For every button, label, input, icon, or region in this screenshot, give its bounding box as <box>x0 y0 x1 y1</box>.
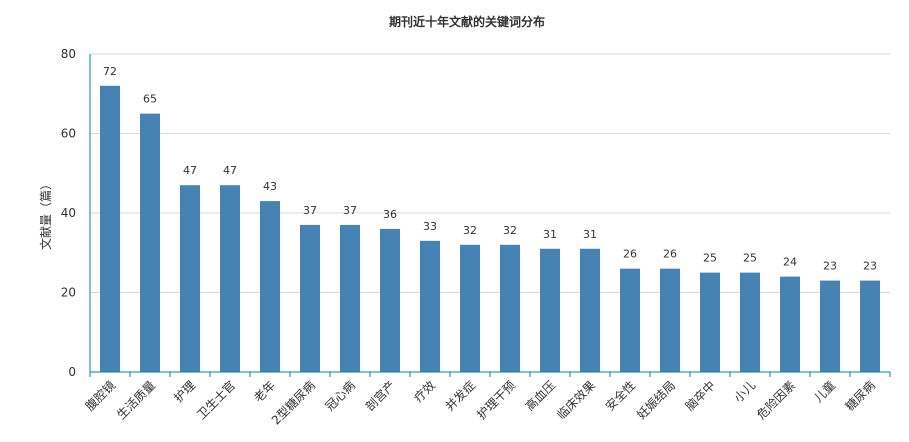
x-tick-label-0: 腹腔镜 <box>82 378 118 414</box>
x-tick-label-12: 临床效果 <box>554 378 599 423</box>
data-label-8: 33 <box>423 220 437 233</box>
data-label-13: 26 <box>623 248 637 261</box>
bar-15[interactable] <box>700 272 720 372</box>
data-label-1: 65 <box>143 93 157 106</box>
data-label-2: 47 <box>183 164 197 177</box>
bar-1[interactable] <box>140 113 160 372</box>
data-label-17: 24 <box>783 256 797 269</box>
data-label-18: 23 <box>823 260 837 273</box>
x-tick-label-10: 护理干预 <box>474 378 518 422</box>
bar-17[interactable] <box>780 276 800 372</box>
x-tick-label-5: 2型糖尿病 <box>268 378 318 428</box>
x-tick-label-1: 生活质量 <box>114 378 158 422</box>
x-tick-label-11: 高血压 <box>522 378 558 414</box>
bar-6[interactable] <box>340 224 360 372</box>
bar-9[interactable] <box>460 244 480 372</box>
x-tick-label-15: 脑卒中 <box>682 378 718 414</box>
bar-2[interactable] <box>180 185 200 372</box>
y-tick-label-4: 80 <box>61 47 76 61</box>
data-label-10: 32 <box>503 224 517 237</box>
bar-8[interactable] <box>420 240 440 372</box>
data-label-0: 72 <box>103 65 117 78</box>
x-tick-label-9: 并发症 <box>442 378 478 414</box>
x-tick-label-14: 妊娠结局 <box>634 378 678 422</box>
y-axis-label: 文献量（篇） <box>38 178 53 250</box>
bar-19[interactable] <box>860 280 880 372</box>
data-label-12: 31 <box>583 228 597 241</box>
chart-title: 期刊近十年文献的关键词分布 <box>389 14 545 29</box>
data-label-16: 25 <box>743 252 757 265</box>
bars <box>100 85 880 373</box>
data-label-4: 43 <box>263 180 277 193</box>
data-label-5: 37 <box>303 204 317 217</box>
bar-16[interactable] <box>740 272 760 372</box>
bar-12[interactable] <box>580 248 600 372</box>
x-tick-label-4: 老年 <box>251 378 278 405</box>
bar-14[interactable] <box>660 268 680 372</box>
bar-7[interactable] <box>380 228 400 372</box>
bar-11[interactable] <box>540 248 560 372</box>
grid-lines <box>90 53 890 293</box>
x-tick-label-13: 安全性 <box>602 378 638 414</box>
x-tick-label-16: 小儿 <box>731 378 758 405</box>
y-tick-label-2: 40 <box>61 206 76 220</box>
data-label-3: 47 <box>223 164 237 177</box>
x-tick-label-2: 护理 <box>171 378 198 405</box>
data-label-14: 26 <box>663 248 677 261</box>
data-label-7: 36 <box>383 208 397 221</box>
axes <box>89 54 891 377</box>
y-tick-label-3: 60 <box>61 127 76 141</box>
bar-3[interactable] <box>220 185 240 372</box>
x-tick-label-17: 危险因素 <box>754 378 799 423</box>
x-tick-label-7: 剖宫产 <box>362 378 398 414</box>
y-tick-label-0: 0 <box>68 365 76 379</box>
bar-5[interactable] <box>300 224 320 372</box>
bar-13[interactable] <box>620 268 640 372</box>
x-tick-label-3: 卫生士官 <box>194 378 239 423</box>
bar-18[interactable] <box>820 280 840 372</box>
bar-10[interactable] <box>500 244 520 372</box>
data-label-6: 37 <box>343 204 357 217</box>
y-tick-label-1: 20 <box>61 286 76 300</box>
x-tick-label-8: 疗效 <box>411 378 439 406</box>
data-label-9: 32 <box>463 224 477 237</box>
data-label-11: 31 <box>543 228 557 241</box>
x-tick-label-19: 糖尿病 <box>842 378 878 414</box>
bar-0[interactable] <box>100 85 120 373</box>
bar-4[interactable] <box>260 201 280 372</box>
x-tick-label-18: 儿童 <box>811 378 839 406</box>
x-tick-label-6: 冠心病 <box>322 378 358 414</box>
data-label-15: 25 <box>703 252 717 265</box>
data-label-19: 23 <box>863 260 877 273</box>
